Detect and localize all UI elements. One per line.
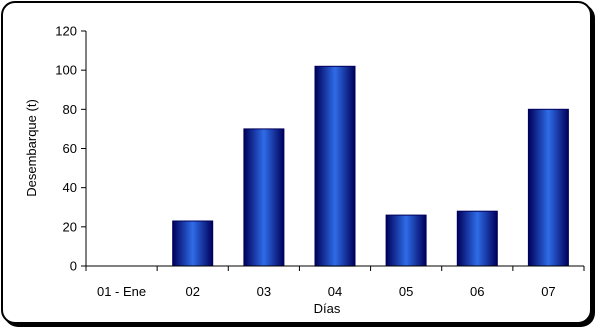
x-tick-label: 07 xyxy=(541,284,555,299)
x-tick-label: 04 xyxy=(328,284,342,299)
chart-frame xyxy=(1,1,592,324)
bar-05 xyxy=(385,214,427,267)
bar-04 xyxy=(314,65,356,267)
x-tick-label: 02 xyxy=(185,284,199,299)
bar-02 xyxy=(172,220,214,267)
plot-area: 0 20 40 60 80 100 120 01 - Ene 02 03 04 05 06 07 xyxy=(55,24,585,299)
x-axis-title: Días xyxy=(314,301,341,316)
bar-06 xyxy=(456,210,498,267)
x-tick-label: 06 xyxy=(470,284,484,299)
y-axis-title: Desembarque (t) xyxy=(24,99,39,197)
bar-03 xyxy=(243,128,285,267)
x-tick-label: 05 xyxy=(399,284,413,299)
y-tick-label: 0 xyxy=(70,259,77,274)
y-tick-label: 20 xyxy=(63,219,77,234)
y-tick-label: 60 xyxy=(63,141,77,156)
y-tick-label: 100 xyxy=(55,63,77,78)
x-tick-label: 01 - Ene xyxy=(97,284,146,299)
y-tick-label: 120 xyxy=(55,24,77,39)
y-tick-label: 80 xyxy=(63,102,77,117)
y-tick-label: 40 xyxy=(63,180,77,195)
x-tick-label: 03 xyxy=(257,284,271,299)
bar-07 xyxy=(527,108,569,267)
